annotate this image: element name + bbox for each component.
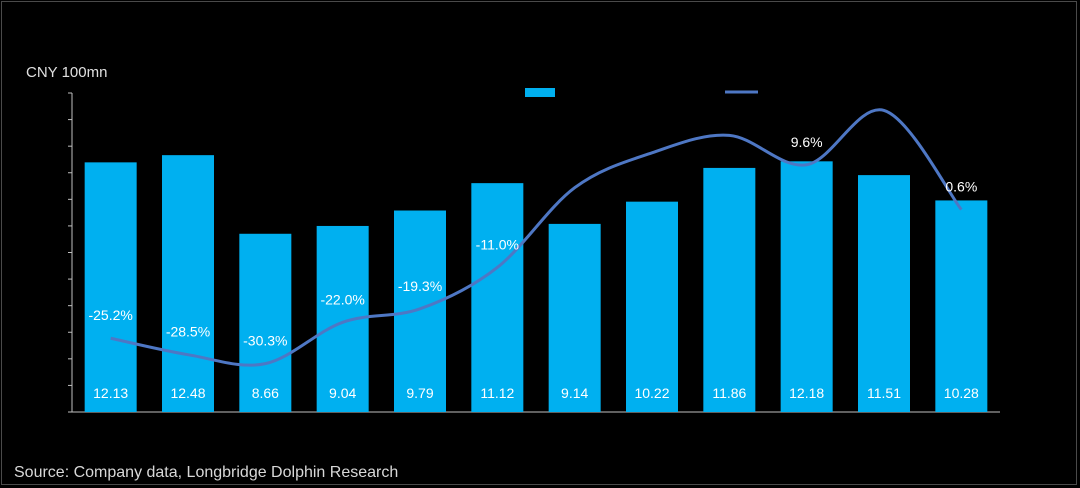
bar [703, 167, 756, 412]
bar [626, 201, 678, 412]
bar [394, 210, 446, 412]
bar-value-label: 12.48 [170, 385, 205, 401]
growth-label: -11.0% [476, 236, 519, 252]
bar [935, 200, 988, 412]
growth-label: 9.6% [791, 134, 823, 150]
growth-labels: -25.2% -28.5% -30.3% -22.0% -19.3% -11.0% 9.6%… [88, 134, 977, 349]
bar-value-label: 12.13 [93, 385, 128, 401]
legend-swatch-bar [525, 88, 555, 97]
bar-value-label: 9.79 [406, 385, 433, 401]
growth-line-path [110, 108, 963, 367]
bar-value-label: 11.51 [867, 385, 901, 401]
bar-value-label: 10.22 [634, 385, 669, 401]
bar [84, 162, 137, 412]
bars [84, 155, 988, 412]
legend [525, 88, 758, 97]
bar [780, 161, 833, 412]
growth-label: 0.6% [945, 179, 977, 195]
bar [239, 233, 292, 412]
bar [858, 175, 910, 412]
y-axis-unit-label: CNY 100mn [26, 64, 108, 81]
bar-value-label: 12.18 [789, 385, 824, 401]
growth-label: -28.5% [166, 324, 210, 340]
bar-value-label: 11.12 [480, 385, 514, 401]
growth-label: -30.3% [243, 333, 287, 349]
bar-value-label: 8.66 [252, 385, 279, 401]
bar-value-labels: 12.13 12.48 8.66 9.04 9.79 11.12 9.14 10.22 11.8… [93, 385, 979, 401]
growth-label: -19.3% [398, 278, 442, 294]
bar [471, 183, 524, 412]
bar-value-label: 9.04 [329, 385, 356, 401]
source-note: Source: Company data, Longbridge Dolphin… [14, 464, 399, 481]
axes [68, 92, 1000, 413]
growth-label: -25.2% [88, 307, 132, 323]
growth-line [110, 108, 963, 367]
bar-value-label: 10.28 [944, 385, 979, 401]
bar-value-label: 11.86 [712, 385, 746, 401]
bar-value-label: 9.14 [561, 385, 588, 401]
bar [162, 155, 214, 412]
bar [548, 223, 601, 412]
growth-label: -22.0% [320, 291, 364, 307]
